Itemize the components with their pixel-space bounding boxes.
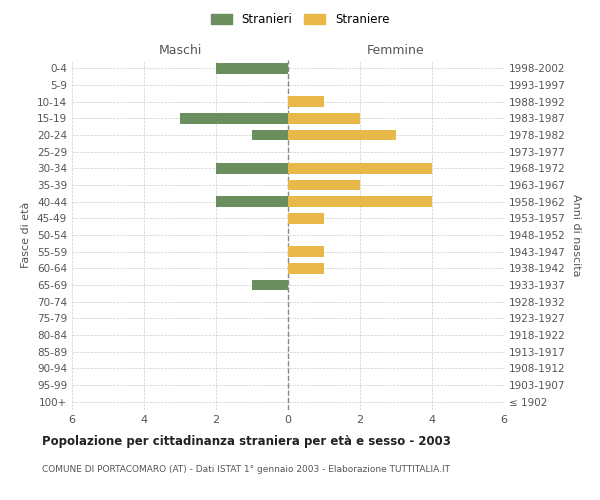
Bar <box>288 96 324 107</box>
Bar <box>180 113 288 124</box>
Bar <box>216 63 288 74</box>
Bar <box>288 213 324 224</box>
Bar <box>216 163 288 174</box>
Bar <box>288 113 360 124</box>
Legend: Stranieri, Straniere: Stranieri, Straniere <box>206 8 394 31</box>
Bar <box>288 163 432 174</box>
Text: Femmine: Femmine <box>367 44 425 57</box>
Text: COMUNE DI PORTACOMARO (AT) - Dati ISTAT 1° gennaio 2003 - Elaborazione TUTTITALI: COMUNE DI PORTACOMARO (AT) - Dati ISTAT … <box>42 465 450 474</box>
Y-axis label: Fasce di età: Fasce di età <box>22 202 31 268</box>
Bar <box>252 280 288 290</box>
Bar <box>288 180 360 190</box>
Text: Popolazione per cittadinanza straniera per età e sesso - 2003: Popolazione per cittadinanza straniera p… <box>42 435 451 448</box>
Text: Maschi: Maschi <box>158 44 202 57</box>
Bar <box>288 196 432 207</box>
Bar <box>288 263 324 274</box>
Y-axis label: Anni di nascita: Anni di nascita <box>571 194 581 276</box>
Bar <box>216 196 288 207</box>
Bar <box>288 246 324 257</box>
Bar <box>252 130 288 140</box>
Bar <box>288 130 396 140</box>
